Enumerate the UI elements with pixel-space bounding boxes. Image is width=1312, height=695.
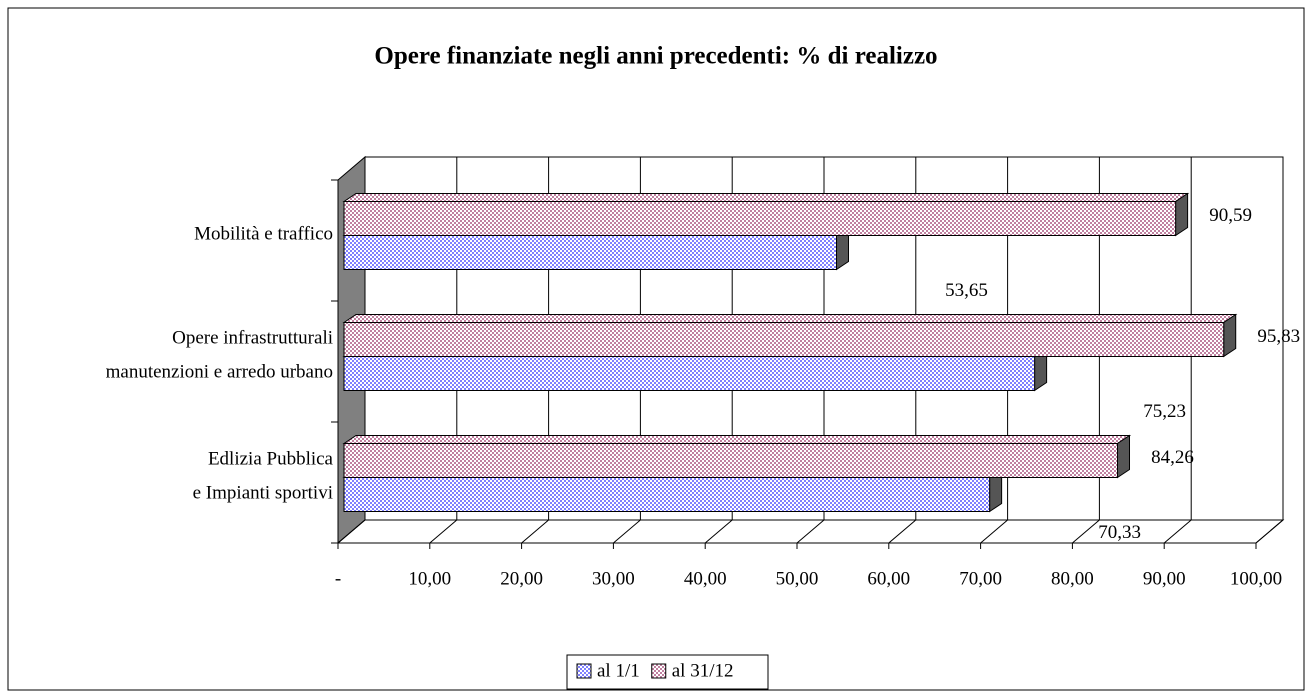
chart-title: Opere finanziate negli anni precedenti: …	[374, 43, 937, 70]
grid-line	[1255, 519, 1284, 544]
grid-line	[1163, 519, 1192, 544]
x-tick-label: 40,00	[684, 568, 727, 589]
grid-line	[613, 519, 641, 544]
x-tick-label: 90,00	[1143, 568, 1186, 589]
grid-line	[337, 519, 366, 544]
bar	[343, 322, 1225, 357]
x-tick-label: 30,00	[592, 568, 635, 589]
bar-top	[342, 435, 1132, 444]
value-label: 75,23	[1143, 401, 1186, 422]
x-tick-label: 10,00	[408, 568, 451, 589]
grid-line	[704, 519, 733, 544]
bar-side	[1223, 313, 1237, 358]
value-label: 84,26	[1151, 447, 1194, 468]
bar-top	[342, 314, 1238, 323]
grid-line	[1072, 519, 1100, 544]
bar	[343, 477, 991, 512]
legend-swatch	[576, 663, 592, 679]
x-tick-label: 70,00	[959, 568, 1002, 589]
legend-label: al 31/12	[672, 660, 734, 681]
category-label: Opere infrastrutturali manutenzioni e arr…	[106, 328, 333, 383]
bar	[343, 201, 1177, 236]
x-tick-label: 50,00	[776, 568, 819, 589]
legend-box	[566, 654, 769, 690]
bar	[343, 443, 1119, 478]
x-tick-label: 80,00	[1051, 568, 1094, 589]
value-label: 53,65	[945, 280, 988, 301]
x-tick-label: -	[335, 568, 341, 589]
grid-line	[521, 519, 549, 544]
category-label: Mobilità e traffico	[194, 224, 333, 245]
category-label: Edlizia Pubblica e Impianti sportivi	[193, 449, 334, 504]
legend-label: al 1/1	[597, 660, 640, 681]
bar	[343, 356, 1036, 391]
x-tick-label: 100,00	[1230, 568, 1282, 589]
x-tick-label: 20,00	[500, 568, 543, 589]
grid-line	[429, 519, 458, 544]
grid-line	[888, 519, 917, 544]
value-label: 95,83	[1257, 326, 1300, 347]
bar-side	[1117, 434, 1131, 479]
bar-side	[1175, 192, 1189, 237]
bar-top	[342, 193, 1190, 202]
grid-line	[796, 519, 825, 544]
value-label: 90,59	[1209, 205, 1252, 226]
legend-swatch	[651, 663, 667, 679]
value-label: 70,33	[1098, 522, 1141, 543]
x-tick-label: 60,00	[867, 568, 910, 589]
bar	[343, 235, 838, 270]
grid-line	[980, 519, 1008, 544]
